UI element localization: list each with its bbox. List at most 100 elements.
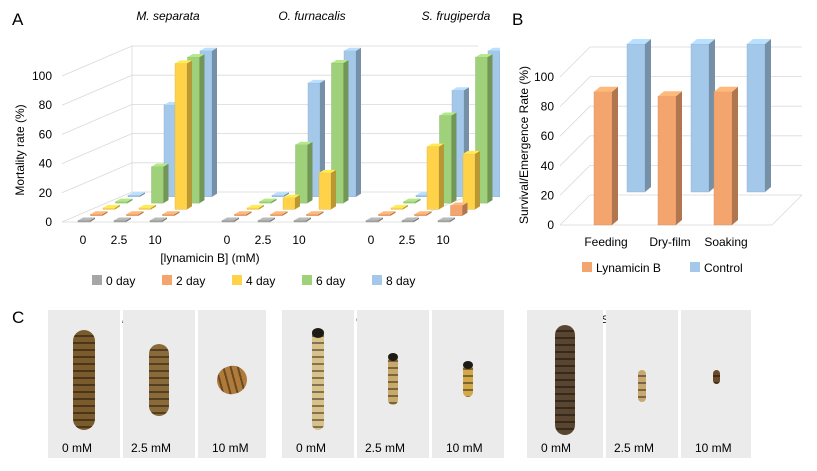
bar-a-4-day-side [403, 204, 408, 210]
larva-photo [527, 310, 603, 458]
bar-b-Lynamicin-B-top [658, 91, 682, 97]
photo-caption: 2.5 mM [365, 441, 406, 455]
bar-a-0-day-side [234, 217, 239, 222]
bar-a-8-day-top [200, 47, 217, 51]
bar-b-Control-side [709, 39, 715, 192]
group-title-a: O. furnacalis [278, 9, 345, 23]
bar-a-2-day-side [282, 211, 288, 216]
bar-a-4-day-front [390, 207, 404, 210]
legend-swatch-b [690, 262, 700, 272]
larva-specimen [463, 363, 473, 397]
bar-a-2-day [126, 211, 144, 216]
bar-a-0-day-side [414, 217, 419, 222]
bar-a-2-day-front [90, 213, 103, 216]
y-tick-label-a: 0 [45, 215, 52, 229]
y-axis-label-b: Survival/Emergence Rate (%) [517, 66, 531, 224]
bar-a-0-day-front [293, 220, 307, 223]
bar-a-0-day [113, 217, 131, 223]
bar-a-2-day-top [162, 211, 180, 215]
x-tick-label-a: 0 [80, 233, 87, 247]
chart-b: 0 20 40 60 80 100 Feeding Dry-film Soaking Surviv… [517, 39, 803, 275]
bar-a-0-day-front [257, 220, 271, 223]
bar-a-2-day-front [306, 213, 319, 216]
bar-a-6-day-front [259, 201, 272, 204]
bar-a-0-day-front [149, 220, 163, 223]
bar-a-4-day-front [102, 207, 116, 210]
bar-a-4-day [246, 204, 264, 210]
bar-a-4-day [174, 60, 192, 210]
legend-label-b: Control [704, 261, 743, 275]
bar-b-Lynamicin-B [713, 86, 738, 226]
bar-a-8-day-side [212, 47, 217, 197]
bar-a-0-day [257, 217, 275, 223]
bar-a-6-day-top [331, 59, 349, 63]
bar-a-4-day [426, 143, 444, 210]
gridline-left-a [61, 133, 133, 164]
bar-a-8-day-front [415, 195, 429, 198]
bar-a-8-day-top [272, 192, 289, 196]
bar-a-4-day-front [138, 207, 152, 210]
bar-a-0-day-top [438, 217, 455, 221]
legend-swatch-a [372, 275, 382, 285]
bar-a-6-day-top [151, 163, 169, 167]
bar-a-6-day-side [127, 198, 133, 204]
bar-a-6-day-side [343, 59, 349, 204]
bar-a-4-day-front [174, 63, 188, 210]
bar-a-0-day-top [402, 217, 419, 221]
x-tick-label-a: 2.5 [399, 233, 416, 247]
bar-b-Control-top [691, 39, 715, 44]
bar-a-2-day [306, 211, 324, 216]
bar-a-4-day-side [475, 150, 480, 210]
bar-b-Control-front [746, 43, 766, 193]
bar-a-6-day-top [259, 198, 277, 202]
larva-photo [282, 310, 354, 458]
larva-photo [681, 310, 751, 458]
x-tick-label-a: 2.5 [255, 233, 272, 247]
bar-a-6-day [115, 198, 133, 204]
bar-b-Control-top [627, 39, 651, 44]
bar-a-2-day-top [126, 211, 144, 215]
bar-a-0-day-side [450, 217, 455, 222]
bar-b-Control [746, 39, 771, 193]
bar-a-2-day-top [306, 211, 324, 215]
bar-b-Control-side [765, 39, 771, 192]
legend-swatch-a [162, 275, 172, 285]
bar-a-4-day-top [463, 150, 480, 154]
bar-a-0-day-top [294, 217, 311, 221]
bar-a-0-day-front [77, 220, 91, 223]
floor-right-b [771, 194, 803, 226]
bar-a-2-day-side [174, 211, 180, 216]
larva-specimen [388, 355, 398, 405]
legend-label-a: 2 day [176, 274, 205, 288]
y-tick-label-b: 0 [547, 218, 554, 232]
bar-a-2-day-side [246, 211, 252, 216]
bar-a-6-day [403, 198, 421, 204]
bar-a-6-day-front [403, 201, 416, 204]
bar-a-8-day-side [140, 192, 145, 197]
bar-a-2-day-front [450, 205, 463, 216]
bar-a-2-day-top [90, 211, 108, 215]
photo-caption: 10 mM [212, 441, 249, 455]
x-tick-label-b: Soaking [704, 235, 747, 249]
y-tick-label-a: 20 [39, 186, 53, 200]
bar-a-4-day-top [139, 204, 156, 208]
bar-a-6-day-top [187, 54, 205, 58]
photo-caption: 2.5 mM [614, 441, 655, 455]
bar-a-6-day [331, 59, 349, 204]
bar-b-Control-top [747, 39, 771, 44]
bar-a-6-day-top [439, 112, 457, 116]
bar-a-8-day-side [284, 192, 289, 197]
group-title-a: S. frugiperda [422, 9, 491, 23]
bar-a-2-day-side [462, 202, 468, 216]
bar-b-Control [626, 39, 651, 193]
bar-a-2-day [234, 211, 252, 216]
larva-specimen [213, 362, 251, 398]
gridline-left-b [559, 105, 591, 137]
bar-a-4-day-side [259, 204, 264, 210]
bar-a-8-day-top [488, 47, 500, 51]
x-tick-label-a: 10 [292, 233, 306, 247]
legend-label-a: 4 day [246, 274, 275, 288]
larva-specimen [73, 330, 95, 430]
bar-a-8-day-side [356, 47, 361, 197]
bar-a-8-day [127, 192, 145, 198]
